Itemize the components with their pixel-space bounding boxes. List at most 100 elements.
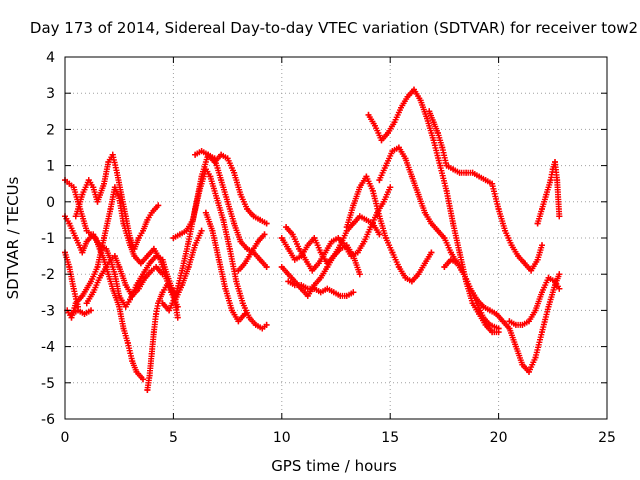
data-point (235, 267, 242, 274)
data-point (68, 311, 75, 317)
data-point (174, 314, 181, 321)
data-point (324, 285, 331, 292)
data-point (532, 354, 539, 361)
x-tick-label: 10 (273, 430, 291, 446)
data-point (122, 213, 129, 220)
x-axis-label: GPS time / hours (271, 457, 397, 475)
data-point (192, 242, 199, 249)
data-point (493, 311, 500, 317)
data-point (189, 216, 196, 223)
data-point (534, 256, 541, 263)
data-point (495, 325, 502, 332)
data-point (378, 137, 385, 144)
data-point (70, 285, 77, 292)
data-point (285, 271, 292, 278)
y-tick-label: 3 (46, 86, 55, 102)
data-point (107, 256, 114, 263)
data-point (486, 307, 493, 314)
data-point (382, 235, 389, 241)
data-point (75, 307, 81, 314)
data-point (246, 314, 253, 321)
data-point (408, 173, 415, 180)
data-point (302, 256, 309, 263)
data-point (116, 264, 123, 270)
data-point (515, 253, 522, 260)
data-point (239, 300, 246, 307)
data-point (489, 180, 496, 187)
data-point (250, 213, 257, 220)
data-point (228, 307, 235, 314)
data-point (506, 318, 513, 325)
data-point (285, 278, 292, 285)
data-point (441, 235, 448, 241)
data-point (66, 220, 73, 227)
data-point (428, 220, 435, 227)
data-point (337, 292, 344, 299)
data-point (263, 321, 270, 328)
data-point (88, 278, 94, 285)
data-point (79, 191, 86, 198)
data-point (291, 256, 298, 263)
data-point (528, 267, 535, 274)
data-point (278, 235, 285, 241)
data-point (376, 213, 383, 220)
data-point (133, 282, 140, 289)
data-point (398, 104, 404, 111)
data-point (549, 166, 556, 173)
data-point (552, 159, 558, 165)
x-tick-label: 5 (169, 430, 178, 446)
series-track-23 (506, 274, 563, 328)
series-track-5 (72, 151, 162, 252)
data-point (467, 285, 474, 292)
data-point (385, 130, 391, 136)
data-point (159, 289, 166, 296)
chart-title: Day 173 of 2014, Sidereal Day-to-day VTE… (30, 19, 638, 37)
data-point (317, 289, 324, 296)
data-point (391, 119, 398, 126)
data-point (545, 303, 552, 310)
data-point (395, 264, 402, 270)
data-point (244, 206, 251, 212)
data-point (304, 242, 311, 249)
data-point (480, 314, 487, 321)
y-tick-label: 1 (46, 159, 55, 175)
data-point (512, 343, 519, 350)
data-point (172, 292, 179, 299)
data-point (421, 260, 428, 267)
data-point (107, 206, 114, 212)
data-point (443, 187, 450, 194)
data-point (361, 238, 368, 245)
data-point (363, 173, 370, 180)
data-point (315, 260, 322, 267)
y-tick-label: 4 (46, 50, 55, 66)
x-tick-label: 20 (490, 430, 508, 446)
data-point (131, 253, 138, 260)
data-point (506, 325, 513, 332)
data-point (79, 292, 86, 299)
data-point (534, 220, 541, 227)
data-point (341, 242, 348, 249)
data-point (382, 162, 389, 169)
data-point (367, 224, 374, 231)
data-point (116, 303, 123, 310)
data-point (539, 242, 545, 249)
data-point (226, 245, 233, 252)
data-point (133, 368, 140, 375)
data-point (324, 264, 331, 270)
data-point (224, 198, 231, 205)
data-point (211, 159, 218, 165)
data-point (309, 267, 316, 274)
data-point (441, 264, 448, 270)
axis-ticks (64, 56, 608, 420)
data-point (185, 264, 192, 270)
data-point (81, 311, 88, 317)
data-point (196, 187, 203, 194)
data-point (554, 177, 561, 184)
data-point (356, 271, 363, 278)
data-point (140, 271, 146, 278)
data-point (526, 368, 532, 375)
data-point (526, 318, 532, 325)
data-point (430, 119, 437, 126)
data-point (456, 249, 463, 256)
